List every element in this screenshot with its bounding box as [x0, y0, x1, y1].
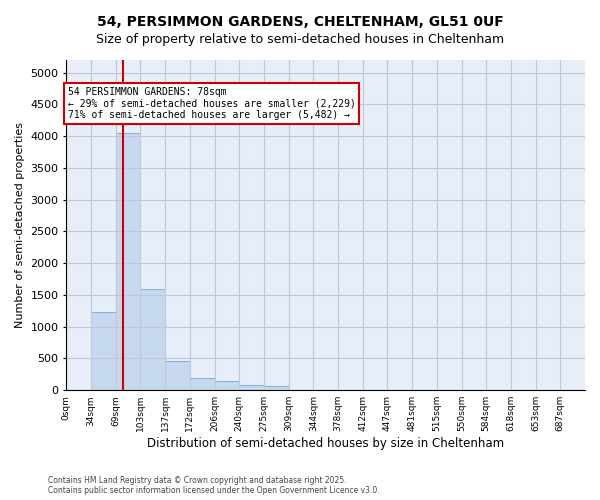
Text: Size of property relative to semi-detached houses in Cheltenham: Size of property relative to semi-detach…: [96, 32, 504, 46]
Text: 54 PERSIMMON GARDENS: 78sqm
← 29% of semi-detached houses are smaller (2,229)
71: 54 PERSIMMON GARDENS: 78sqm ← 29% of sem…: [68, 86, 355, 120]
Bar: [116, 133, 140, 390]
Bar: [239, 385, 264, 390]
Bar: [215, 382, 239, 390]
Text: Contains HM Land Registry data © Crown copyright and database right 2025.
Contai: Contains HM Land Registry data © Crown c…: [48, 476, 380, 495]
Text: 54, PERSIMMON GARDENS, CHELTENHAM, GL51 0UF: 54, PERSIMMON GARDENS, CHELTENHAM, GL51 …: [97, 15, 503, 29]
Bar: [140, 288, 165, 390]
Bar: [165, 361, 190, 390]
Bar: [190, 378, 215, 390]
Bar: [91, 312, 116, 390]
Y-axis label: Number of semi-detached properties: Number of semi-detached properties: [15, 122, 25, 328]
Bar: [264, 386, 289, 390]
X-axis label: Distribution of semi-detached houses by size in Cheltenham: Distribution of semi-detached houses by …: [147, 437, 504, 450]
